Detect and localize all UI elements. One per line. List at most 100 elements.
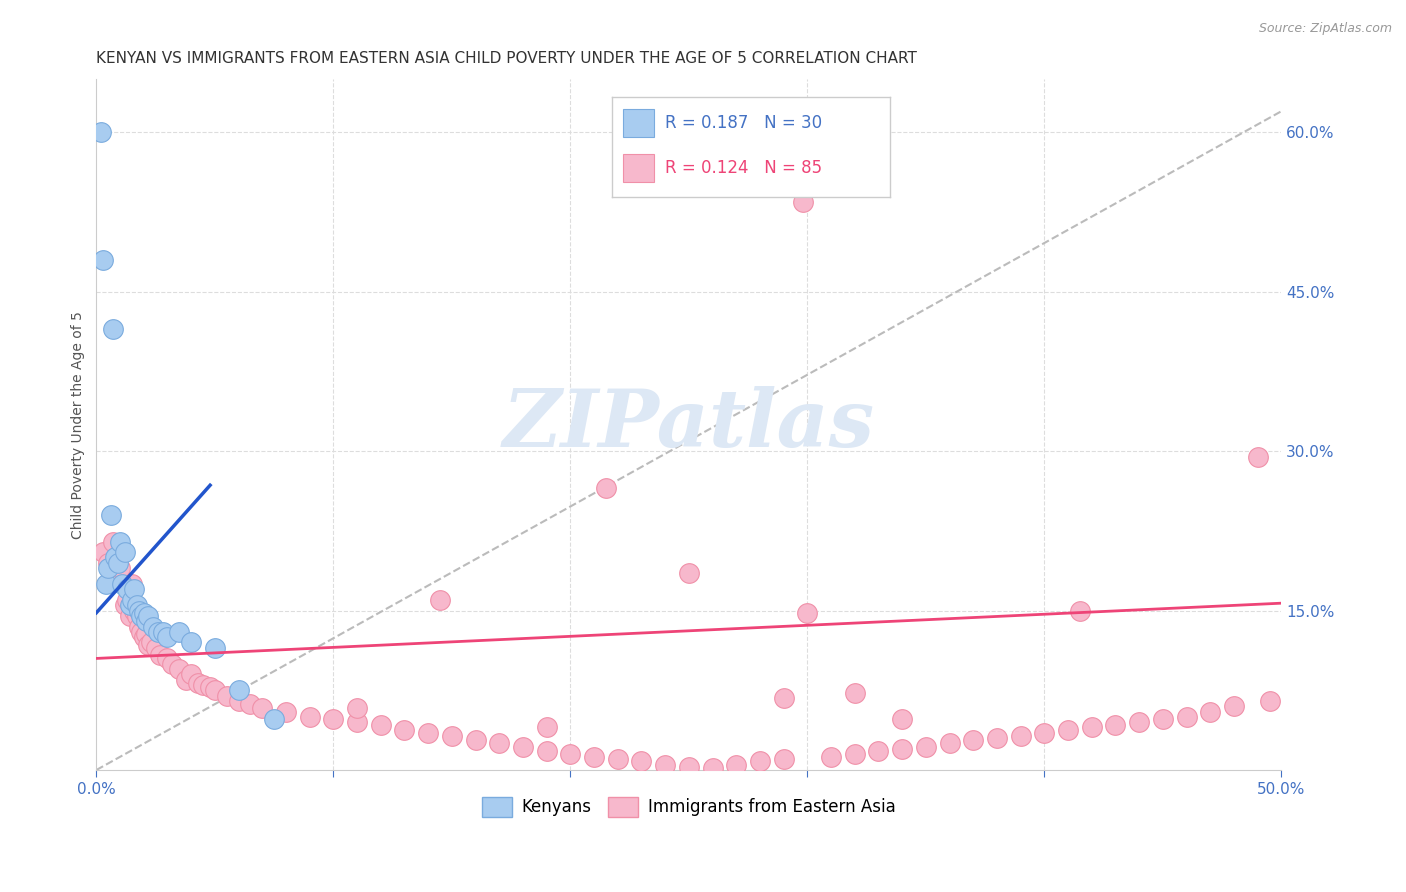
Point xyxy=(1223,699,1246,714)
Point xyxy=(1081,721,1104,735)
Point xyxy=(139,635,162,649)
Point xyxy=(986,731,1008,745)
Text: Source: ZipAtlas.com: Source: ZipAtlas.com xyxy=(1258,22,1392,36)
Point xyxy=(891,712,914,726)
Point xyxy=(135,627,157,641)
Point xyxy=(118,599,141,613)
Point xyxy=(156,630,179,644)
Point xyxy=(512,739,534,754)
Point xyxy=(322,712,344,726)
Point xyxy=(346,701,368,715)
Point xyxy=(215,689,238,703)
Point xyxy=(606,752,628,766)
Point xyxy=(595,482,617,496)
Point xyxy=(131,609,153,624)
Point xyxy=(138,638,160,652)
Point xyxy=(678,760,700,774)
Point xyxy=(820,750,842,764)
Point xyxy=(125,599,148,613)
Point xyxy=(228,694,250,708)
Point xyxy=(198,680,221,694)
Point xyxy=(169,624,191,639)
Point xyxy=(868,744,890,758)
Point xyxy=(1247,450,1270,464)
Point xyxy=(132,630,155,644)
Point xyxy=(228,683,250,698)
Point xyxy=(204,683,226,698)
Legend: Kenyans, Immigrants from Eastern Asia: Kenyans, Immigrants from Eastern Asia xyxy=(475,790,903,824)
Point xyxy=(263,712,285,726)
Point xyxy=(1104,718,1126,732)
Point xyxy=(370,718,392,732)
Point xyxy=(654,757,676,772)
Point xyxy=(121,593,143,607)
Point xyxy=(108,561,131,575)
Point xyxy=(440,729,463,743)
Point xyxy=(1010,729,1032,743)
Point xyxy=(107,556,129,570)
Point xyxy=(104,550,127,565)
Point xyxy=(702,761,724,775)
Point xyxy=(152,624,174,639)
Point xyxy=(93,252,115,267)
Point xyxy=(1152,712,1174,726)
Point xyxy=(583,750,606,764)
Point xyxy=(191,678,214,692)
Point xyxy=(114,545,136,559)
Point xyxy=(94,577,117,591)
Point xyxy=(121,577,143,591)
Point xyxy=(630,755,652,769)
Point xyxy=(107,572,129,586)
Point xyxy=(128,619,150,633)
Point xyxy=(146,624,169,639)
Point xyxy=(844,686,866,700)
Point xyxy=(678,566,700,581)
Point xyxy=(536,721,558,735)
Point xyxy=(915,739,938,754)
Point xyxy=(111,577,134,591)
Point xyxy=(101,322,124,336)
Point xyxy=(418,726,440,740)
Point xyxy=(204,640,226,655)
Point xyxy=(772,690,794,705)
Point xyxy=(176,673,198,687)
Point xyxy=(1033,726,1056,740)
Point xyxy=(962,733,984,747)
Point xyxy=(108,534,131,549)
Point xyxy=(938,736,960,750)
Point xyxy=(101,534,124,549)
Point xyxy=(135,614,157,628)
Point xyxy=(725,757,748,772)
Point xyxy=(488,736,510,750)
Point xyxy=(90,126,112,140)
Point xyxy=(131,624,153,639)
Point xyxy=(122,582,145,597)
Point xyxy=(142,619,165,633)
Point xyxy=(796,606,818,620)
Point xyxy=(239,697,262,711)
Point xyxy=(891,741,914,756)
Point xyxy=(1069,604,1091,618)
Point xyxy=(1128,715,1150,730)
Point xyxy=(180,635,202,649)
Point xyxy=(145,640,167,655)
Point xyxy=(132,606,155,620)
Point xyxy=(115,582,138,597)
Point xyxy=(97,561,120,575)
Point xyxy=(749,755,772,769)
Point xyxy=(115,593,138,607)
Point xyxy=(180,667,202,681)
Point xyxy=(187,676,209,690)
Y-axis label: Child Poverty Under the Age of 5: Child Poverty Under the Age of 5 xyxy=(72,310,86,539)
Point xyxy=(346,715,368,730)
Point xyxy=(160,657,183,671)
Point xyxy=(125,609,148,624)
Point xyxy=(536,744,558,758)
Point xyxy=(93,545,115,559)
Point xyxy=(122,604,145,618)
Point xyxy=(792,194,814,209)
Point xyxy=(844,747,866,761)
Point xyxy=(1258,694,1281,708)
Point xyxy=(274,705,297,719)
Text: KENYAN VS IMMIGRANTS FROM EASTERN ASIA CHILD POVERTY UNDER THE AGE OF 5 CORRELAT: KENYAN VS IMMIGRANTS FROM EASTERN ASIA C… xyxy=(97,51,917,66)
